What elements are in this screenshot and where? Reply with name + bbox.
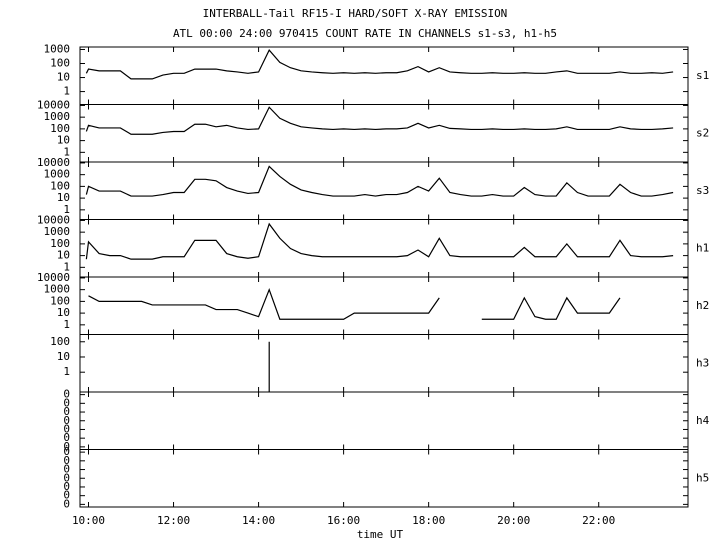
series-line xyxy=(85,165,674,197)
y-tick-label: 100 xyxy=(50,335,70,348)
y-tick-label: 0 xyxy=(63,422,70,435)
y-tick-label: 10 xyxy=(57,350,70,363)
y-tick-label: 0 xyxy=(63,480,70,493)
y-tick-label: 0 xyxy=(63,454,70,467)
x-tick-label: 10:00 xyxy=(72,514,105,527)
y-tick-label: 100 xyxy=(50,179,70,192)
y-tick-label: 1000 xyxy=(44,110,71,123)
y-tick-label: 0 xyxy=(63,414,70,427)
y-tick-label: 100 xyxy=(50,237,70,250)
y-tick-label: 100 xyxy=(50,57,70,70)
y-tick-label: 1 xyxy=(63,318,70,331)
y-tick-label: 1000 xyxy=(44,42,71,55)
y-tick-label: 10000 xyxy=(37,213,70,226)
series-label: h5 xyxy=(696,471,709,484)
x-tick-label: 14:00 xyxy=(242,514,275,527)
y-tick-label: 10 xyxy=(57,306,70,319)
x-axis-label: time UT xyxy=(357,528,404,541)
series-label: h2 xyxy=(696,299,709,312)
y-tick-label: 0 xyxy=(63,388,70,401)
y-tick-label: 1000 xyxy=(44,168,71,181)
y-tick-label: 1 xyxy=(63,260,70,273)
x-tick-label: 18:00 xyxy=(412,514,445,527)
y-tick-label: 100 xyxy=(50,294,70,307)
y-tick-label: 10 xyxy=(57,191,70,204)
y-tick-label: 0 xyxy=(63,440,70,453)
series-line xyxy=(85,106,674,135)
y-tick-label: 0 xyxy=(63,489,70,502)
y-tick-label: 0 xyxy=(63,497,70,510)
series-line xyxy=(85,222,674,260)
chart-title: INTERBALL-Tail RF15-I HARD/SOFT X-RAY EM… xyxy=(203,7,508,20)
y-tick-label: 10000 xyxy=(37,156,70,169)
x-tick-label: 22:00 xyxy=(582,514,615,527)
y-tick-label: 10 xyxy=(57,71,70,84)
series-label: h1 xyxy=(696,241,709,254)
y-tick-label: 100 xyxy=(50,122,70,135)
y-tick-label: 1000 xyxy=(44,225,71,238)
y-tick-label: 10000 xyxy=(37,98,70,111)
y-tick-label: 1 xyxy=(63,85,70,98)
series-label: s3 xyxy=(696,184,709,197)
series-label: h4 xyxy=(696,414,710,427)
y-tick-label: 10 xyxy=(57,134,70,147)
y-tick-label: 1 xyxy=(63,365,70,378)
x-tick-label: 12:00 xyxy=(157,514,190,527)
y-tick-label: 0 xyxy=(63,431,70,444)
series-label: s1 xyxy=(696,69,709,82)
series-label: h3 xyxy=(696,356,709,369)
y-tick-label: 0 xyxy=(63,405,70,418)
y-tick-label: 10 xyxy=(57,249,70,262)
series-label: s2 xyxy=(696,126,709,139)
y-tick-label: 0 xyxy=(63,396,70,409)
chart-subtitle: ATL 00:00 24:00 970415 COUNT RATE IN CHA… xyxy=(173,27,557,40)
y-tick-label: 1 xyxy=(63,203,70,216)
y-tick-label: 10000 xyxy=(37,271,70,284)
x-tick-label: 20:00 xyxy=(497,514,530,527)
series-line xyxy=(88,287,621,320)
series-line xyxy=(85,49,674,80)
y-tick-label: 1000 xyxy=(44,283,71,296)
y-tick-label: 0 xyxy=(63,445,70,458)
y-tick-label: 1 xyxy=(63,145,70,158)
x-tick-label: 16:00 xyxy=(327,514,360,527)
y-tick-label: 0 xyxy=(63,471,70,484)
y-tick-label: 0 xyxy=(63,463,70,476)
